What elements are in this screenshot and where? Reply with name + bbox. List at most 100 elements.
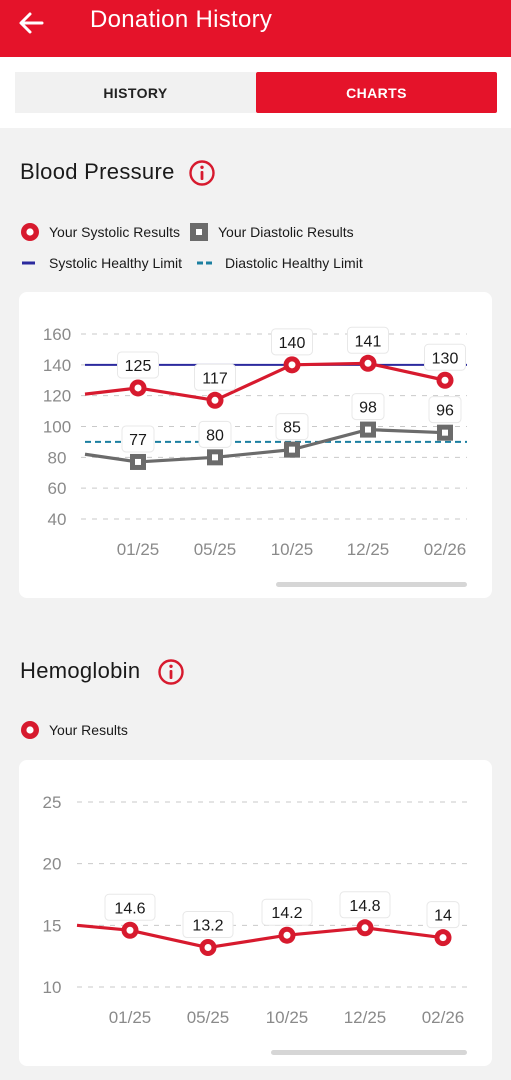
diastolic-marker-icon [190,223,208,241]
x-tick-label: 02/26 [424,540,467,559]
legend-results-label: Your Results [49,722,128,738]
data-label: 85 [283,420,301,437]
legend-diastolic-label: Your Diastolic Results [218,224,354,240]
blood-pressure-chart-card: 160 140 120 100 80 60 40 01/25 05/25 10/25 12/25 02… [19,292,492,598]
tab-bar: HISTORY CHARTS [0,57,511,128]
data-label: 14.6 [114,900,145,917]
data-label-bg [428,396,462,424]
data-label-bg [194,363,236,391]
data-point-center [135,458,141,465]
data-point-center [212,454,218,461]
data-label-bg [104,893,156,921]
data-label: 141 [355,333,382,350]
data-label-bg [261,898,313,926]
data-point-center [365,426,371,433]
x-tick-label: 12/25 [344,1008,387,1027]
data-label-bg [351,393,385,421]
legend-diastolic: Your Diastolic Results [188,221,354,243]
x-tick-label: 02/26 [422,1008,465,1027]
back-arrow-icon[interactable] [14,8,50,38]
info-icon[interactable] [157,658,185,686]
data-label-bg [198,420,232,448]
data-label: 117 [202,370,228,387]
hemoglobin-chart-card: 25 20 15 10 01/25 05/25 10/25 12/25 02/26 14.6 13.… [19,760,492,1066]
app-bar: Donation History [0,0,511,57]
y-tick-label: 10 [43,978,62,997]
tab-history[interactable]: HISTORY [15,72,256,113]
data-label: 14 [434,908,452,925]
y-tick-label: 25 [43,793,62,812]
tab-charts[interactable]: CHARTS [256,72,497,113]
data-point-center [288,361,296,369]
blood-pressure-title: Blood Pressure [20,159,175,184]
systolic-limit-line-icon [22,261,35,265]
data-point-center [204,944,212,952]
legend-systolic-label: Your Systolic Results [49,224,180,240]
data-label: 14.2 [271,905,302,922]
y-tick-label: 100 [43,418,71,437]
legend-hemoglobin: Your Results [19,719,128,741]
legend-diastolic-limit: Diastolic Healthy Limit [195,252,363,274]
y-tick-label: 60 [48,479,67,498]
y-tick-label: 160 [43,325,71,344]
chart-scrollbar[interactable] [276,582,467,587]
data-label: 96 [436,403,454,420]
series-line [76,923,444,950]
data-point-center [361,924,369,932]
data-label-bg [182,911,234,939]
legend-systolic: Your Systolic Results [19,221,180,243]
series-line [84,427,446,464]
x-tick-label: 01/25 [109,1008,152,1027]
y-tick-label: 20 [43,855,62,874]
data-label-bg [424,343,466,371]
page-title: Donation History [90,6,273,33]
data-label-bg [426,901,460,929]
data-point-center [364,359,372,367]
data-label-bg [347,326,389,354]
hemoglobin-title: Hemoglobin [20,658,141,683]
data-label: 98 [359,400,377,417]
x-tick-label: 05/25 [194,540,237,559]
legend-systolic-limit-label: Systolic Healthy Limit [49,255,183,271]
data-label: 77 [129,432,147,449]
data-point-center [441,376,449,384]
y-tick-label: 40 [48,510,67,529]
data-label: 80 [206,427,224,444]
x-tick-label: 05/25 [187,1008,230,1027]
chart-scrollbar[interactable] [271,1050,467,1055]
data-point-center [289,446,295,453]
data-label-bg [117,351,159,379]
data-label-bg [275,413,309,441]
data-label: 130 [432,350,459,367]
x-tick-label: 01/25 [117,540,160,559]
x-tick-label: 10/25 [271,540,314,559]
x-tick-label: 10/25 [266,1008,309,1027]
data-point-center [126,926,134,934]
systolic-marker-icon [21,223,39,241]
info-icon[interactable] [188,159,216,187]
blood-pressure-chart: 160 140 120 100 80 60 40 01/25 05/25 10/25 12/25 02… [43,325,467,559]
data-label-bg [339,891,391,919]
y-tick-label: 140 [43,356,71,375]
series-line [84,361,446,402]
hemoglobin-chart: 25 20 15 10 01/25 05/25 10/25 12/25 02/26 14.6 13.… [43,793,467,1027]
diastolic-limit-dash-icon [197,261,212,265]
data-label: 125 [125,358,152,375]
data-point-center [134,384,142,392]
data-label-bg [121,425,155,453]
data-point-center [439,934,447,942]
data-label-bg [271,328,313,356]
data-label: 14.8 [349,898,380,915]
data-label: 140 [279,335,306,352]
data-point-center [283,931,291,939]
data-label: 13.2 [192,918,223,935]
results-marker-icon [21,721,39,739]
x-tick-label: 12/25 [347,540,390,559]
y-tick-label: 80 [48,448,67,467]
y-tick-label: 120 [43,387,71,406]
y-tick-label: 15 [43,916,62,935]
legend-diastolic-limit-label: Diastolic Healthy Limit [225,255,363,271]
data-point-center [442,429,448,436]
legend-systolic-limit: Systolic Healthy Limit [19,252,182,274]
data-point-center [211,396,219,404]
